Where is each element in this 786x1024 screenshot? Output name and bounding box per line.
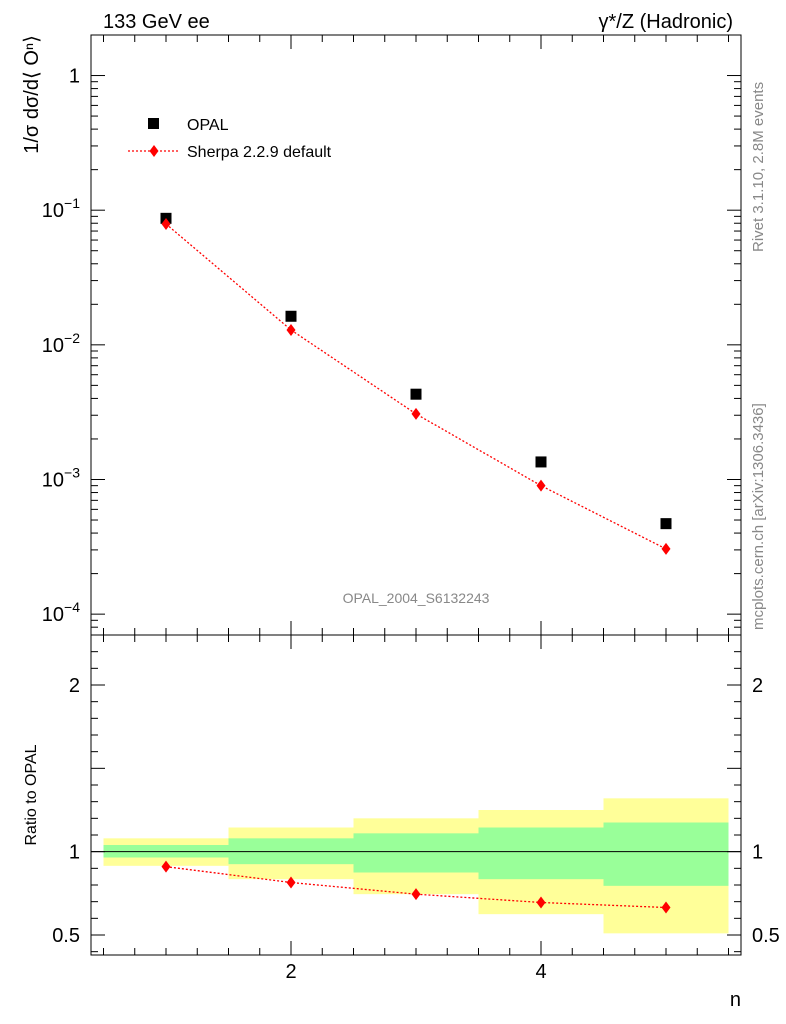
- legend: OPAL Sherpa 2.2.9 default: [128, 117, 332, 161]
- sherpa-point-4: [536, 479, 546, 492]
- rivet-label: Rivet 3.1.10, 2.8M events: [750, 82, 767, 252]
- axis-labels: 1/σ dσ/d⟨ Oⁿ⟩ Ratio to OPAL n: [21, 35, 741, 1011]
- ratio-ytick-label-left-1: 1: [69, 842, 80, 864]
- opal-point-2: [285, 310, 297, 322]
- sherpa-ratio-point-2: [286, 876, 296, 889]
- legend-marker-opal: [148, 118, 159, 129]
- xlabel: n: [730, 989, 741, 1011]
- sherpa-ratio-point-4: [536, 896, 546, 909]
- ratio-series: [161, 860, 671, 914]
- main-ytick-label-3: 10−3: [42, 464, 80, 491]
- mcplots-label: mcplots.cern.ch [arXiv:1306.3436]: [750, 403, 767, 630]
- sherpa-point-5: [661, 542, 671, 555]
- ratio-axis-ticks: 0.5 0.5 1 1 2 2 2 4: [52, 634, 780, 983]
- main-series: [160, 212, 672, 555]
- band-stat-4: [478, 827, 604, 880]
- main-ytick-label-4: 10−4: [42, 599, 80, 626]
- sherpa-ratio-point-5: [661, 901, 671, 914]
- ratio-ytick-label-right-0: 0.5: [752, 925, 780, 947]
- sherpa-line: [165, 223, 667, 550]
- header-left-label: 133 GeV ee: [103, 11, 210, 33]
- ratio-ylabel: Ratio to OPAL: [23, 744, 40, 845]
- legend-label-opal: OPAL: [187, 117, 229, 134]
- sherpa-ratio-point-1: [161, 860, 171, 873]
- ratio-ytick-label-right-1: 1: [752, 842, 763, 864]
- main-ylabel: 1/σ dσ/d⟨ Oⁿ⟩: [21, 35, 43, 154]
- analysis-watermark: OPAL_2004_S6132243: [343, 590, 490, 606]
- sherpa-point-2: [286, 323, 296, 336]
- main-ytick-label-0: 1: [69, 66, 80, 88]
- ratio-ytick-label-left-2: 2: [69, 675, 80, 697]
- opal-point-5: [660, 518, 672, 530]
- sherpa-ratio-point-3: [411, 888, 421, 901]
- main-axis-ticks: 1 10−1 10−2 10−3 10−4: [42, 34, 741, 636]
- ratio-xtick-label-1: 4: [535, 961, 546, 983]
- sherpa-point-1: [161, 217, 171, 230]
- ratio-xtick-label-0: 2: [285, 961, 296, 983]
- main-ytick-label-1: 10−1: [42, 195, 80, 222]
- legend-label-sherpa: Sherpa 2.2.9 default: [187, 144, 332, 161]
- ratio-ytick-label-left-0: 0.5: [52, 925, 80, 947]
- header-right-label: γ*/Z (Hadronic): [599, 11, 733, 33]
- opal-point-3: [410, 388, 422, 400]
- band-stat-5: [603, 822, 729, 886]
- sherpa-point-3: [411, 407, 421, 420]
- ratio-ytick-label-right-2: 2: [752, 675, 763, 697]
- legend-marker-sherpa: [149, 145, 159, 157]
- main-ytick-label-2: 10−2: [42, 330, 80, 357]
- band-stat-3: [353, 833, 479, 873]
- ratio-uncertainty-bands: [103, 798, 729, 934]
- opal-point-4: [535, 456, 547, 468]
